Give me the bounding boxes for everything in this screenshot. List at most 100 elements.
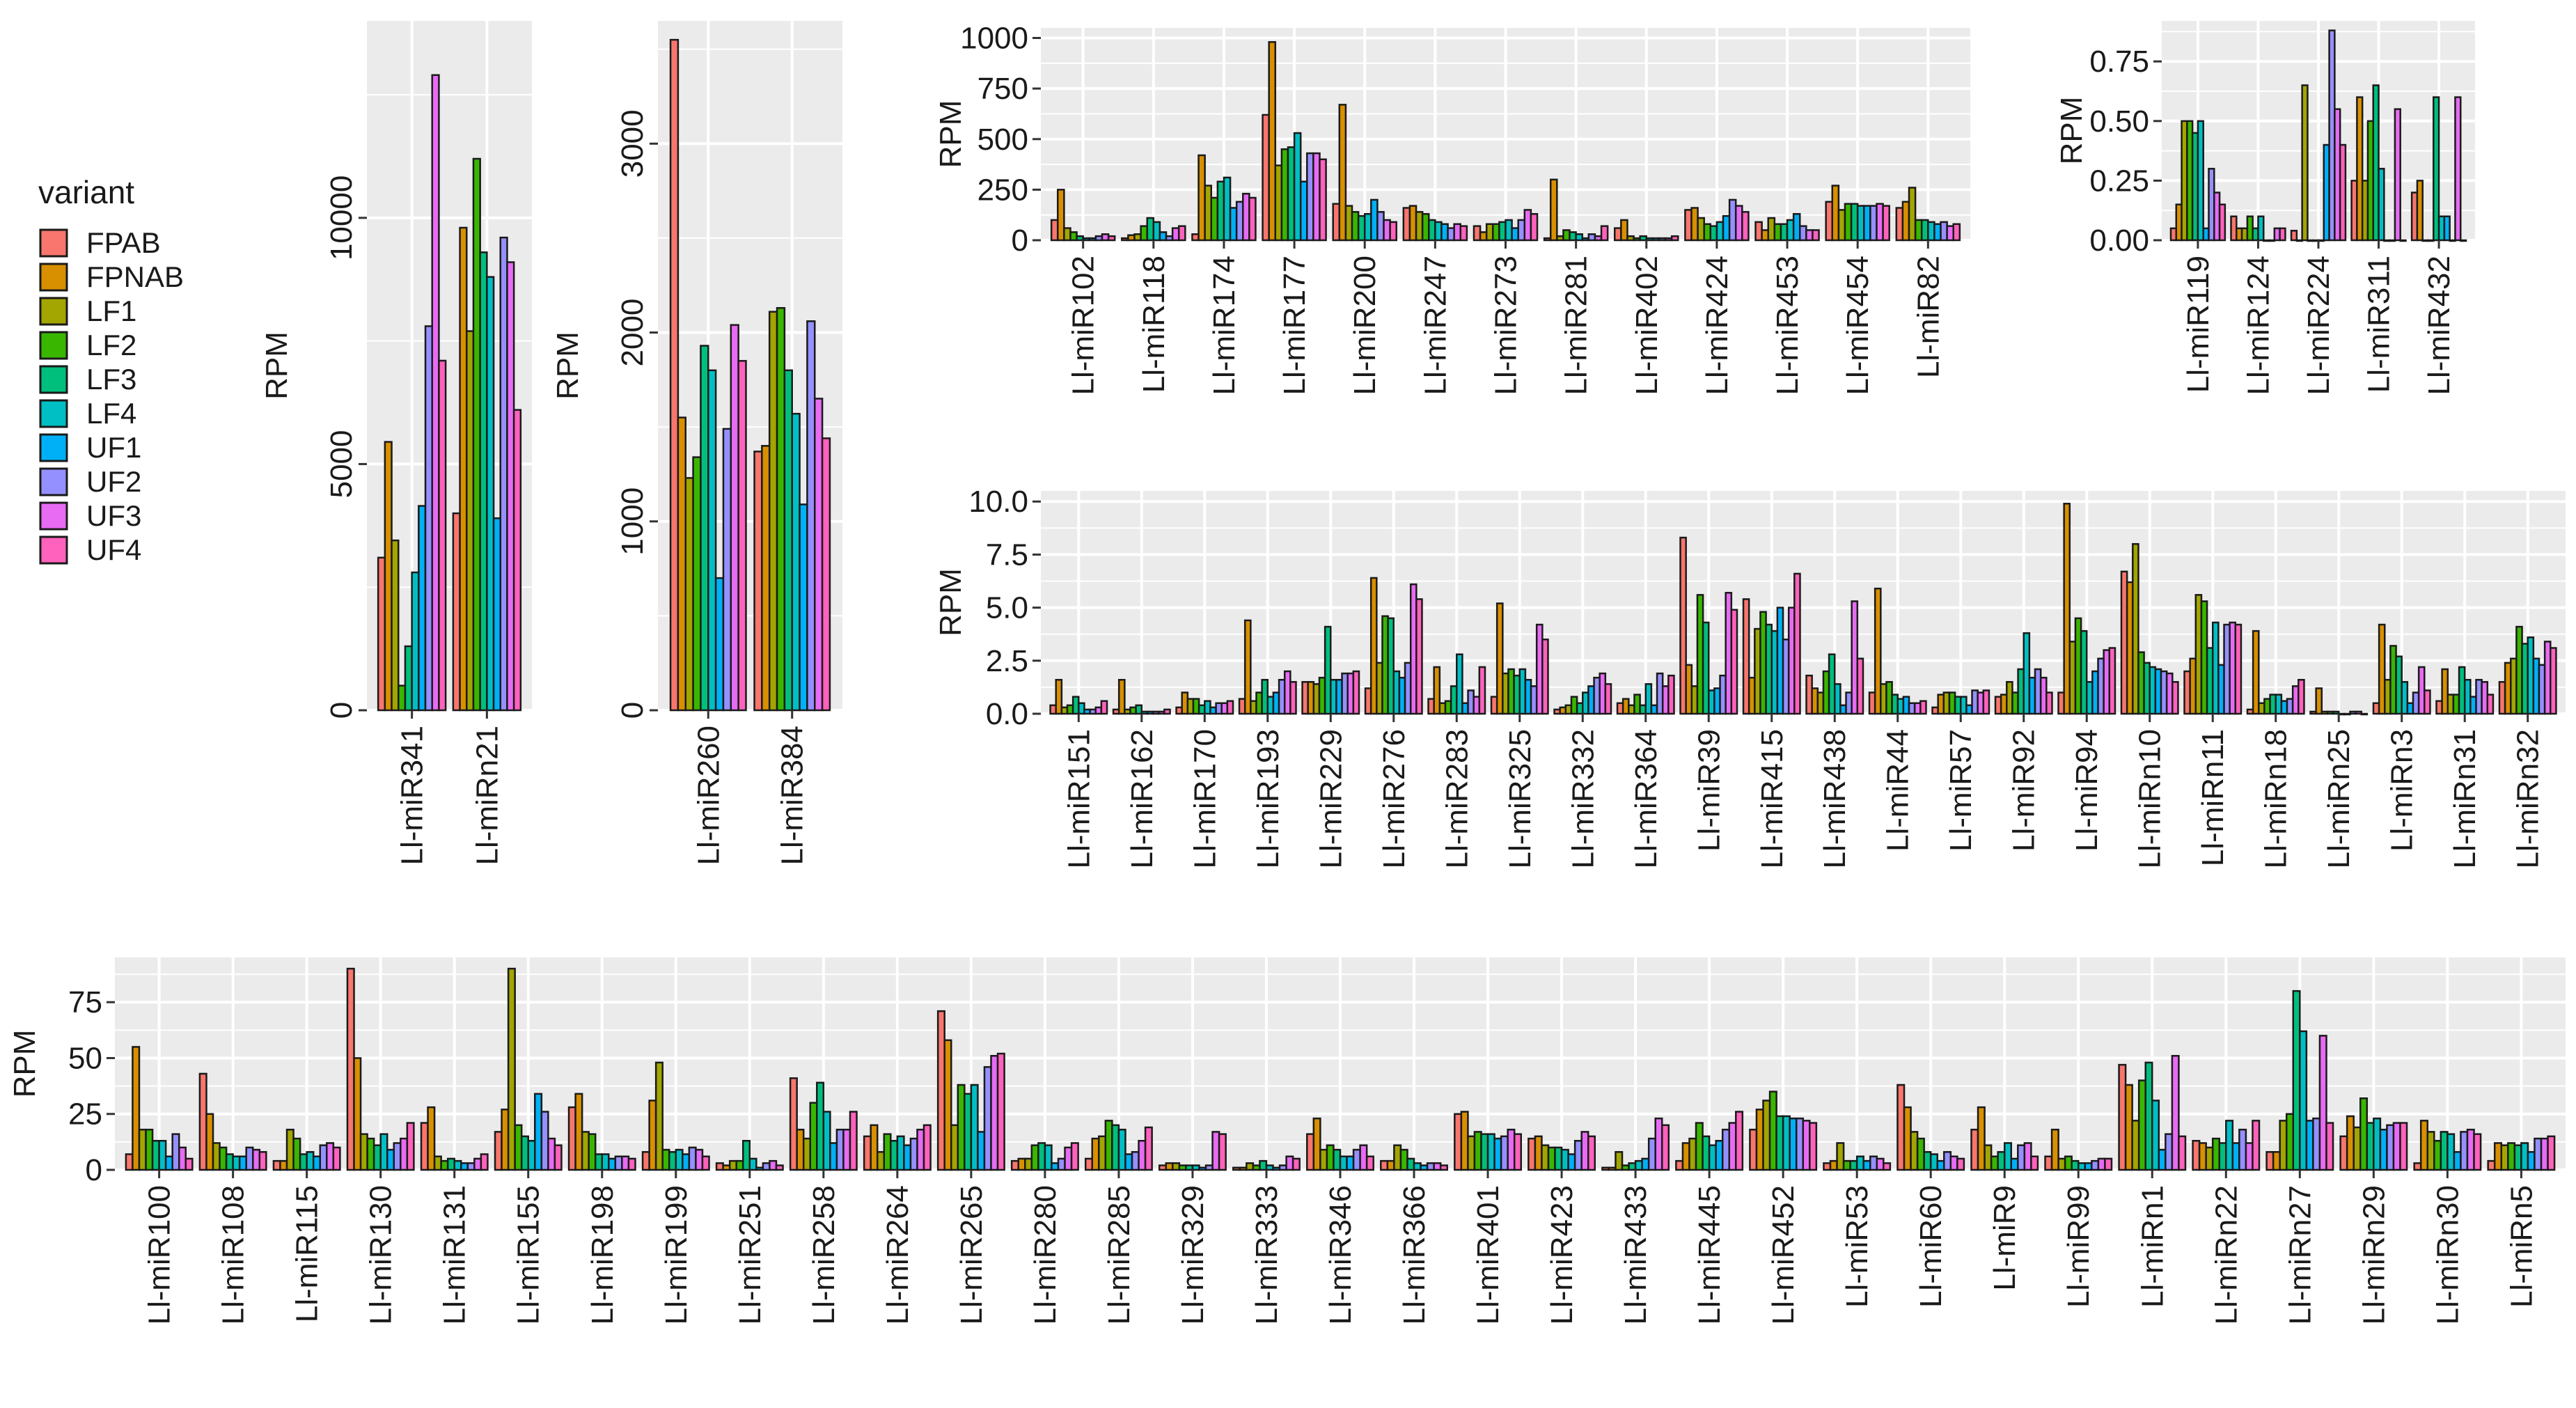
bar-lf3-ll-mirn5: [2513, 1144, 2522, 1171]
bar-fpnab-ll-mirn31: [2441, 668, 2449, 715]
bar-lf3-ll-mir329: [1185, 1164, 1194, 1171]
bar-lf2-ll-mir199: [661, 1148, 670, 1171]
bar-uf3-ll-mirn1: [2171, 1055, 2180, 1171]
bar-uf3-ll-mir53: [1876, 1157, 1885, 1171]
bar-uf1-ll-mir155: [534, 1093, 543, 1171]
bar-fpab-ll-mir285: [1084, 1157, 1094, 1171]
bar-uf1-ll-mirn22: [2231, 1142, 2240, 1171]
legend-swatch-uf1: [39, 433, 68, 462]
y-tick-label: 75: [68, 985, 102, 1019]
bar-fpnab-ll-mir100: [132, 1046, 141, 1171]
bar-uf3-ll-mirn30: [2466, 1128, 2475, 1171]
bar-uf4-ll-mir200: [1389, 221, 1397, 242]
bar-lf2-ll-mir130: [366, 1137, 375, 1171]
bar-lf3-ll-mir155: [520, 1135, 529, 1171]
x-tick-label-ll-mirn27: Ll-miRn27: [2283, 1185, 2317, 1325]
bar-uf2-ll-mir258: [835, 1128, 845, 1171]
bar-lf2-ll-mir453: [1773, 223, 1782, 242]
bar-fpnab-ll-mir285: [1091, 1137, 1100, 1171]
bar-fpnab-ll-mirn22: [2198, 1142, 2207, 1171]
bar-fpnab-ll-mir258: [796, 1128, 805, 1171]
bar-uf4-ll-mir170: [1226, 700, 1234, 715]
bar-fpnab-ll-mir333: [1239, 1166, 1248, 1171]
bar-lf4-ll-mir445: [1708, 1144, 1717, 1171]
bar-uf2-ll-mir60: [1943, 1151, 1952, 1171]
bar-lf3-ll-mir401: [1480, 1133, 1489, 1171]
bar-fpab-ll-mir99: [2044, 1155, 2053, 1171]
bar-lf1-ll-mir100: [138, 1128, 147, 1171]
bar-lf1-ll-mirn30: [2426, 1131, 2435, 1171]
bar-uf1-ll-mir198: [608, 1157, 617, 1171]
bar-fpab-ll-mirn22: [2192, 1140, 2201, 1171]
x-tick-label-ll-mirn1: Ll-miRn1: [2135, 1185, 2169, 1308]
x-tick-label-ll-mir384: Ll-miR384: [776, 726, 810, 866]
bar-lf1-ll-mir453: [1767, 217, 1776, 242]
x-tick-label-ll-mir162: Ll-miR162: [1125, 729, 1159, 869]
x-tick-label-ll-mirn29: Ll-miRn29: [2357, 1185, 2391, 1325]
y-tick-label: 0.50: [2089, 104, 2149, 139]
bar-lf1-ll-mir281: [1556, 235, 1564, 242]
bar-uf1-ll-mir265: [977, 1131, 986, 1171]
x-tick-label-ll-mir402: Ll-miR402: [1630, 256, 1664, 396]
bar-uf3-ll-mir9: [2023, 1142, 2032, 1171]
bar-fpab-ll-mirn30: [2413, 1162, 2422, 1171]
bar-lf1-ll-mirn22: [2205, 1146, 2214, 1171]
bar-lf2-ll-mir118: [1140, 225, 1148, 242]
bar-uf2-ll-mirn27: [2312, 1117, 2321, 1171]
bar-lf3-ll-mir9: [1997, 1151, 2006, 1171]
x-tick-label-ll-mir44: Ll-miR44: [1881, 729, 1915, 852]
bar-fpab-ll-mir329: [1158, 1164, 1168, 1171]
bar-fpab-ll-mir82: [1895, 207, 1904, 242]
bar-fpnab-ll-mir401: [1460, 1111, 1469, 1171]
bar-fpab-ll-mirn21: [452, 512, 461, 712]
bar-lf3-ll-mirn22: [2218, 1142, 2227, 1171]
chart-panel-6: 0 25 50 75 Ll-miR100 Ll-miR108 Ll-miR115 Ll-miR…: [8, 957, 2566, 1325]
bar-fpab-ll-mir200: [1332, 203, 1341, 242]
bar-uf3-ll-mir423: [1580, 1131, 1589, 1171]
x-tick-label-ll-mir454: Ll-miR454: [1841, 256, 1875, 396]
bar-fpnab-ll-mirn21: [459, 226, 468, 712]
bar-lf4-ll-mir454: [1856, 205, 1865, 242]
x-tick-label-ll-mir57: Ll-miR57: [1944, 729, 1978, 852]
y-tick-label: 1000: [615, 487, 650, 556]
bar-uf4-ll-mir53: [1883, 1162, 1892, 1171]
bar-uf2-ll-mir454: [1869, 205, 1878, 242]
bar-lf1-ll-mir251: [728, 1159, 737, 1171]
bar-uf3-ll-mir346: [1359, 1144, 1368, 1171]
bar-uf3-ll-mir433: [1654, 1117, 1663, 1171]
bar-fpnab-ll-mirn18: [2252, 629, 2260, 715]
bar-uf3-ll-mir265: [990, 1055, 999, 1171]
bar-lf2-ll-mir9: [1990, 1155, 1999, 1171]
bar-uf2-ll-mir285: [1131, 1151, 1140, 1171]
bar-fpab-ll-mir174: [1191, 233, 1200, 242]
bar-uf4-ll-mir432: [2459, 239, 2467, 242]
bar-lf1-ll-mirn10: [2132, 542, 2139, 715]
x-tick-label-ll-mir199: Ll-miR199: [659, 1185, 693, 1325]
bar-uf3-ll-mirn27: [2318, 1035, 2327, 1171]
bar-uf3-ll-mir115: [326, 1142, 335, 1171]
bar-uf4-ll-mir99: [2104, 1157, 2113, 1171]
x-tick-label-ll-mir155: Ll-miR155: [512, 1185, 546, 1325]
bar-fpnab-ll-mir346: [1312, 1117, 1321, 1171]
bar-lf1-ll-mir445: [1688, 1137, 1697, 1171]
bar-uf1-ll-mir115: [312, 1155, 321, 1171]
bar-uf2-ll-mir100: [171, 1133, 180, 1171]
bar-uf4-ll-mirn31: [2486, 694, 2495, 715]
bar-uf3-ll-mir438: [1851, 600, 1859, 715]
bar-uf2-ll-mir280: [1057, 1157, 1066, 1171]
bar-uf1-ll-mir108: [238, 1155, 247, 1171]
bar-lf2-ll-mir82: [1914, 219, 1923, 242]
bar-uf1-ll-mir247: [1440, 223, 1449, 242]
bar-fpab-ll-mir453: [1754, 221, 1763, 242]
bar-fpab-ll-mir9: [1970, 1128, 1979, 1171]
bar-uf3-ll-mir285: [1138, 1140, 1147, 1171]
bar-uf4-ll-mirn5: [2547, 1135, 2556, 1171]
bar-lf4-ll-mir82: [1927, 221, 1935, 242]
bar-fpnab-ll-mir108: [205, 1113, 214, 1171]
x-tick-label-ll-mir264: Ll-miR264: [881, 1185, 915, 1325]
bar-fpab-ll-mir281: [1543, 237, 1552, 242]
bar-fpab-ll-mir273: [1472, 225, 1482, 242]
bar-lf4-ll-mir100: [158, 1140, 167, 1171]
y-tick-label: 5.0: [986, 591, 1028, 625]
